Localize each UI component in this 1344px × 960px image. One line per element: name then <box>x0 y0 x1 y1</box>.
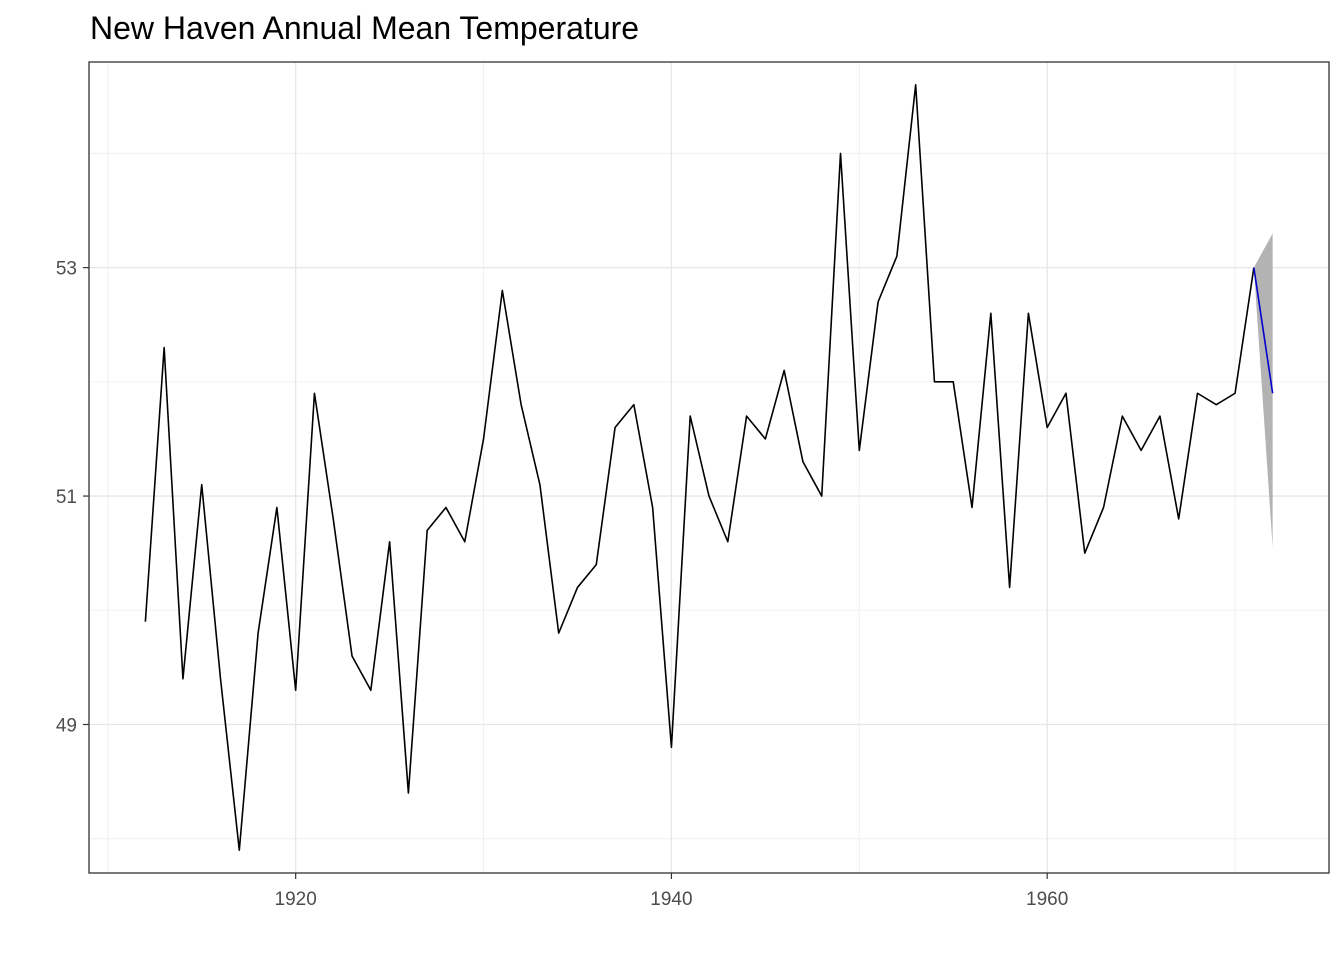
series-layer <box>144 84 1274 851</box>
forecast-interval <box>1253 233 1273 548</box>
chart-title: New Haven Annual Mean Temperature <box>90 10 640 46</box>
grid-minor <box>89 62 1329 873</box>
forecast-interval-layer <box>1253 233 1273 548</box>
x-tick-label: 1920 <box>275 889 317 910</box>
observed-line <box>144 84 1255 851</box>
x-tick-label: 1940 <box>650 889 692 910</box>
y-tick-label: 53 <box>56 259 77 280</box>
x-tick-label: 1960 <box>1026 889 1068 910</box>
axis-ticks <box>83 267 1048 879</box>
y-tick-label: 49 <box>56 716 77 737</box>
forecast-line <box>1253 267 1274 394</box>
axis-labels: 1920 1940 1960 49 51 53 <box>56 259 1068 910</box>
panel-border <box>88 61 1330 874</box>
grid-major <box>89 62 1329 873</box>
y-tick-label: 51 <box>56 487 77 508</box>
